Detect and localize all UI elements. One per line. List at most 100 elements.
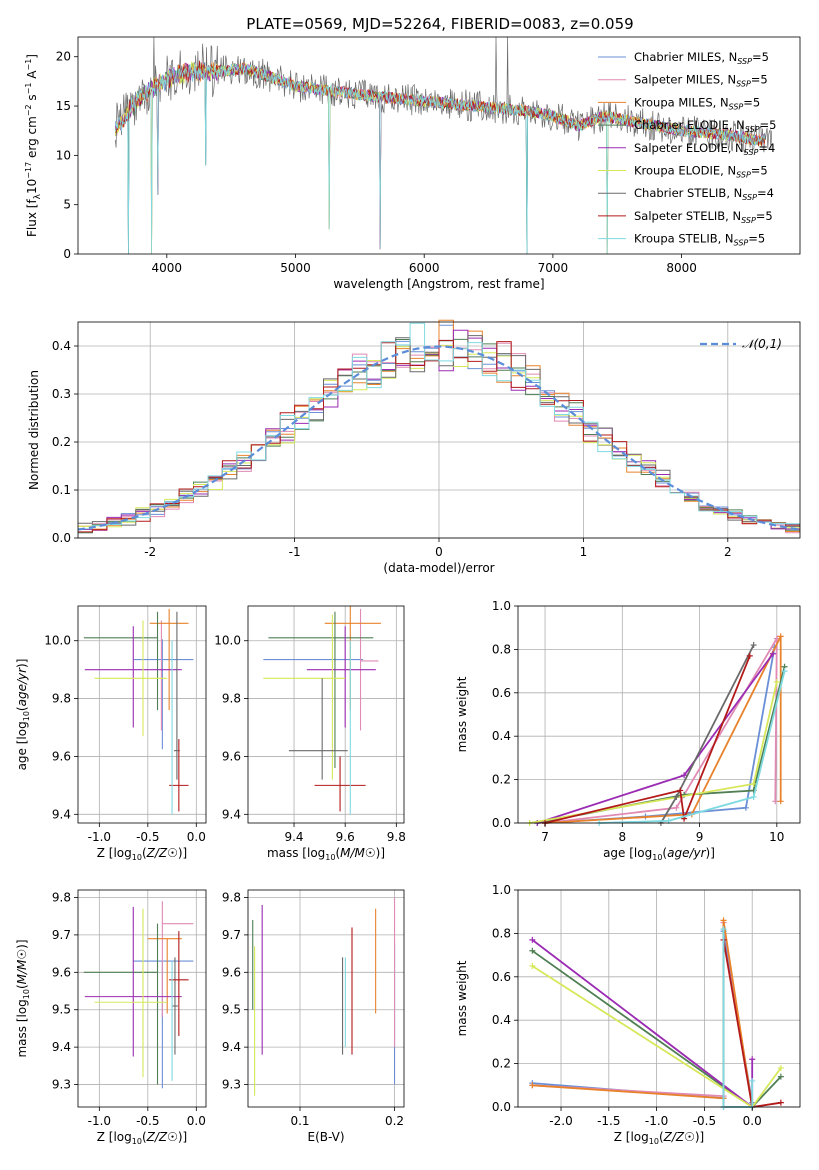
- normal-reference-curve: [77, 345, 801, 531]
- mass-weight-point: [720, 926, 727, 933]
- y-tick-label: 0.6: [492, 970, 511, 984]
- y-tick-label: 9.7: [52, 928, 71, 942]
- y-tick-label: 1.0: [492, 599, 511, 613]
- x-axis-label: wavelength [Angstrom, rest frame]: [333, 277, 544, 291]
- x-tick-label: 7000: [538, 261, 569, 275]
- x-tick-label: 0.0: [743, 1114, 762, 1128]
- histogram-series: [78, 322, 800, 530]
- x-tick-label: 8000: [666, 261, 697, 275]
- mass-weight-point: [750, 780, 757, 787]
- legend-label: Salpeter STELIB, NSSP=5: [634, 209, 773, 225]
- spectrum-panel: 4000 5000 6000 7000 8000 0 5 10 15 20 wavelength […: [24, 36, 801, 291]
- x-axis-label: age [log10(age/yr)]: [603, 846, 715, 862]
- y-tick-label: 10.0: [44, 634, 71, 648]
- y-tick-label: 9.6: [222, 965, 241, 979]
- x-tick-label: -1: [289, 545, 301, 559]
- mass-weight-series-line: [532, 920, 754, 1108]
- mass-weight-point: [781, 668, 788, 675]
- x-axis-label: mass [log10(M/M☉)]: [267, 846, 385, 862]
- legend-label: Chabrier ELODIE, NSSP=5: [634, 118, 776, 134]
- y-tick-label: 0.4: [492, 1013, 511, 1027]
- mass-weight-series-line: [532, 922, 754, 1108]
- x-tick-label: -1.0: [645, 1114, 668, 1128]
- x-tick-label: -2: [144, 545, 156, 559]
- x-axis-label: E(B-V): [307, 1130, 344, 1144]
- x-tick-label: -0.5: [136, 1114, 159, 1128]
- y-tick-label: 0.0: [492, 816, 511, 830]
- mass-weight-vs-metallicity-panel: -2.0 -1.5 -1.0 -0.5 0.0 0.0 0.2 0.4 0.6 0.8 1.0 Z […: [455, 883, 801, 1146]
- mass-weight-point: [529, 1082, 536, 1089]
- x-tick-label: -2.0: [549, 1114, 572, 1128]
- y-axis-label: mass [log10(M/M☉)]: [15, 939, 31, 1057]
- x-tick-label: 4000: [152, 261, 183, 275]
- x-tick-label: 8: [618, 830, 626, 844]
- y-tick-label: 0.4: [52, 339, 71, 353]
- mass-weight-point: [720, 917, 727, 924]
- x-tick-label: 2: [724, 545, 732, 559]
- y-axis-label: Normed distribution: [27, 370, 41, 490]
- y-tick-label: 9.6: [222, 749, 241, 763]
- x-tick-label: 0.0: [187, 830, 206, 844]
- x-tick-label: 7: [541, 830, 549, 844]
- y-tick-label: 9.4: [222, 807, 241, 821]
- mass-weight-series-line: [599, 670, 786, 824]
- axes-frame: [247, 889, 405, 1108]
- y-tick-label: 0: [63, 247, 71, 261]
- legend-label: Chabrier MILES, NSSP=5: [634, 50, 769, 66]
- mass-weight-point: [746, 652, 753, 659]
- mass-weight-series-line: [529, 681, 778, 824]
- mass-weight-point: [750, 642, 757, 649]
- axes-frame: [517, 889, 801, 1108]
- x-tick-label: 6000: [409, 261, 440, 275]
- x-tick-label: -1.0: [88, 1114, 111, 1128]
- y-tick-label: 9.7: [222, 928, 241, 942]
- mass-weight-series-line: [544, 635, 782, 824]
- mass-vs-metallicity-panel: -1.0 -0.5 0.0 9.3 9.4 9.5 9.6 9.7 9.8 Z [log10(Z/…: [15, 889, 207, 1146]
- mass-weight-series-line: [531, 939, 754, 1109]
- mass-weight-point: [681, 772, 688, 779]
- y-tick-label: 0.0: [492, 1100, 511, 1114]
- x-tick-label: 5000: [280, 261, 311, 275]
- x-tick-label: 0.0: [187, 1114, 206, 1128]
- mass-weight-point: [777, 1099, 784, 1106]
- x-tick-label: -0.5: [693, 1114, 716, 1128]
- mass-weight-series-line: [532, 931, 754, 1105]
- y-tick-label: 1.0: [492, 883, 511, 897]
- mass-weight-point: [673, 793, 680, 800]
- y-tick-label: 0.6: [492, 686, 511, 700]
- y-tick-label: 0.0: [52, 531, 71, 545]
- mass-weight-point: [529, 962, 536, 969]
- age-vs-metallicity-panel: -1.0 -0.5 0.0 9.4 9.6 9.8 10.0 Z [log10(Z/Z☉)] a…: [15, 605, 207, 862]
- y-tick-label: 0.8: [492, 642, 511, 656]
- y-tick-label: 10: [56, 148, 71, 162]
- mass-weight-point: [749, 1077, 756, 1084]
- legend-label: Kroupa MILES, NSSP=5: [634, 95, 760, 111]
- x-axis-label: Z [log10(Z/Z☉)]: [97, 846, 188, 862]
- x-tick-label: -0.5: [136, 830, 159, 844]
- y-tick-label: 9.3: [52, 1078, 71, 1092]
- x-axis-label: (data-model)/error: [383, 561, 494, 575]
- mass-weight-point: [773, 678, 780, 685]
- mass-weight-point: [529, 947, 536, 954]
- legend-label: Kroupa ELODIE, NSSP=5: [634, 164, 768, 180]
- x-tick-label: 0.1: [290, 1114, 309, 1128]
- y-tick-label: 5: [63, 198, 71, 212]
- y-tick-label: 9.8: [222, 890, 241, 904]
- y-tick-label: 9.6: [52, 749, 71, 763]
- x-tick-label: 10: [769, 830, 784, 844]
- x-axis-label: Z [log10(Z/Z☉)]: [97, 1130, 188, 1146]
- x-tick-label: -1.0: [88, 830, 111, 844]
- y-tick-label: 9.4: [52, 807, 71, 821]
- y-axis-label: mass weight: [455, 676, 469, 752]
- mass-weight-series-line: [537, 653, 774, 824]
- axes-frame: [247, 605, 405, 824]
- mass-weight-point: [777, 1064, 784, 1071]
- x-tick-label: 9.8: [387, 830, 406, 844]
- axes-frame: [517, 605, 801, 824]
- legend-label: 𝒩(0,1): [742, 337, 782, 351]
- x-tick-label: 1: [580, 545, 588, 559]
- legend-label: Kroupa STELIB, NSSP=5: [634, 232, 765, 248]
- y-axis-label: mass weight: [455, 960, 469, 1036]
- mass-weight-series-line: [544, 655, 751, 824]
- mass-weight-series-line: [544, 635, 778, 824]
